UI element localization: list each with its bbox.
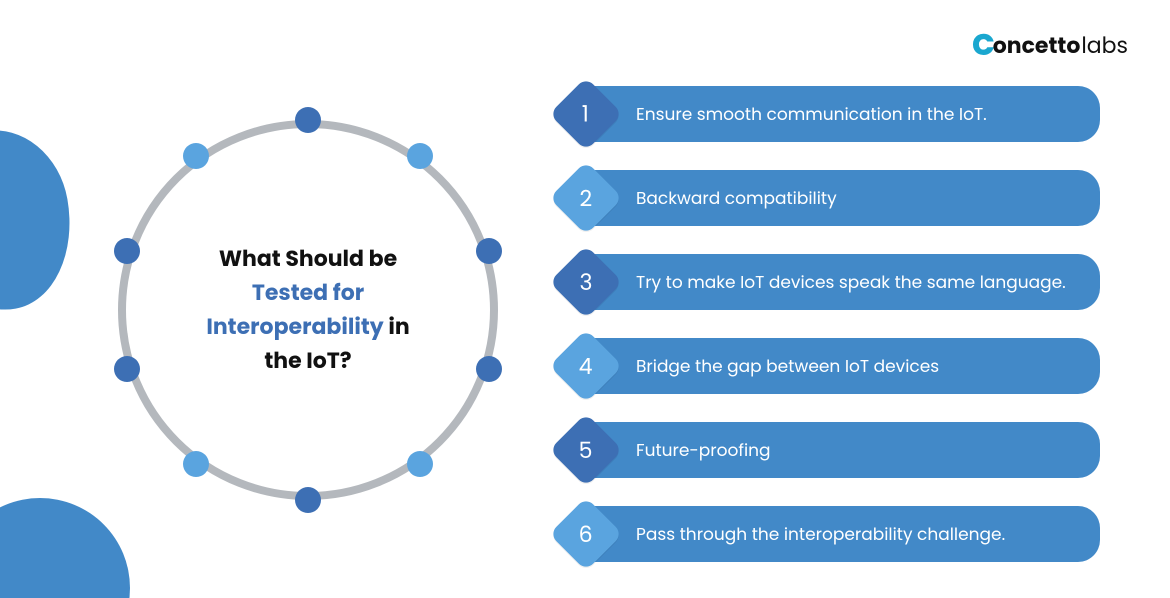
list-item: 3 Try to make IoT devices speak the same … [560, 254, 1100, 310]
item-bar: Backward compatibility [590, 170, 1100, 226]
title-line-1: What Should be [219, 243, 397, 274]
circle-dot [183, 143, 209, 169]
circle-dot [476, 356, 502, 382]
logo-middle: oncetto [993, 29, 1081, 62]
brand-logo: Concettolabs [972, 22, 1128, 68]
item-bar: Try to make IoT devices speak the same l… [590, 254, 1100, 310]
item-number: 3 [580, 266, 593, 299]
circle-dot [476, 238, 502, 264]
item-bar: Ensure smooth communication in the IoT. [590, 86, 1100, 142]
circle-dot [114, 238, 140, 264]
item-bar: Bridge the gap between IoT devices [590, 338, 1100, 394]
circle-dot [183, 451, 209, 477]
decorative-blob-bottom-left [0, 498, 130, 598]
circle-dot [114, 356, 140, 382]
item-number: 4 [579, 350, 593, 383]
decorative-blob-top-left [0, 119, 85, 321]
circle-diagram: What Should be Tested for Interoperabili… [118, 120, 498, 500]
item-number: 2 [580, 182, 593, 215]
logo-letter-c: C [972, 22, 995, 68]
item-number: 1 [582, 97, 589, 130]
list-item: 6 Pass through the interoperability chall… [560, 506, 1100, 562]
item-text: Pass through the interoperability challe… [636, 523, 1005, 546]
item-text: Backward compatibility [636, 187, 837, 210]
circle-dot [407, 451, 433, 477]
title-line-3: the IoT? [264, 345, 351, 376]
title-line2-suffix: in [384, 311, 410, 342]
circle-dot [407, 143, 433, 169]
logo-suffix: labs [1081, 29, 1128, 62]
list-item: 4 Bridge the gap between IoT devices [560, 338, 1100, 394]
item-number: 5 [579, 433, 593, 466]
item-bar: Future-proofing [590, 422, 1100, 478]
circle-dot [295, 487, 321, 513]
title-accent: Tested for Interoperability [206, 277, 383, 342]
item-list: 1 Ensure smooth communication in the IoT.… [560, 86, 1100, 562]
list-item: 2 Backward compatibility [560, 170, 1100, 226]
item-bar: Pass through the interoperability challe… [590, 506, 1100, 562]
list-item: 5 Future-proofing [560, 422, 1100, 478]
circle-dot [295, 107, 321, 133]
item-text: Future-proofing [636, 439, 771, 462]
item-text: Bridge the gap between IoT devices [636, 355, 939, 378]
item-text: Try to make IoT devices speak the same l… [636, 271, 1066, 294]
diagram-title: What Should be Tested for Interoperabili… [168, 242, 448, 378]
item-text: Ensure smooth communication in the IoT. [636, 103, 987, 126]
list-item: 1 Ensure smooth communication in the IoT. [560, 86, 1100, 142]
item-number: 6 [579, 517, 593, 550]
